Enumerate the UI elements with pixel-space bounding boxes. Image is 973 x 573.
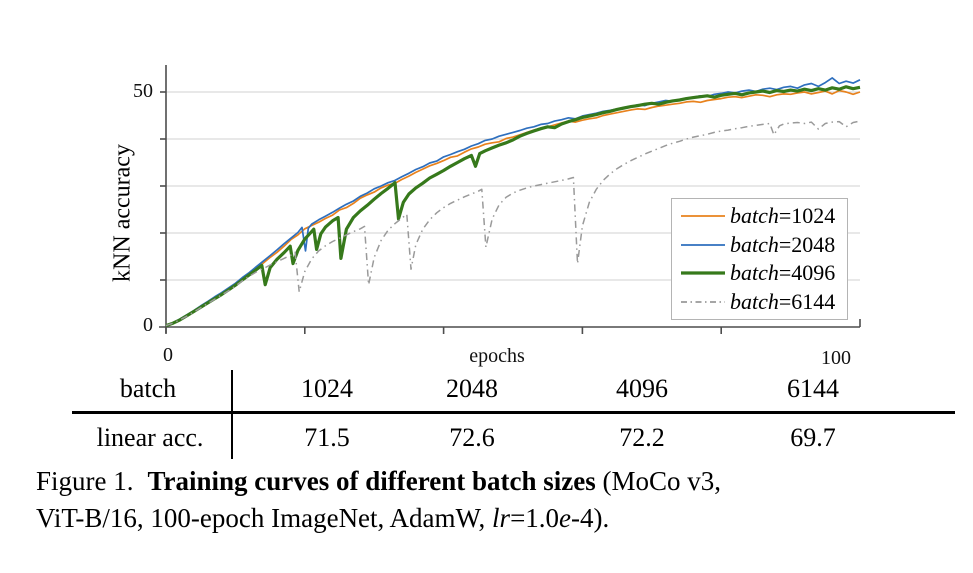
legend-label-val: =4096 [778,260,836,286]
caption-figure-number: Figure 1. [36,466,134,496]
x-tick-label-100: 100 [821,347,851,369]
legend-item-batch-6144: batch =6144 [679,288,845,316]
legend-label-var: batch [730,288,779,314]
table-rule-horizontal [72,411,955,414]
table-col-1024: 1024 [301,374,353,403]
table-col-6144: 6144 [787,374,839,403]
legend-label-val: =2048 [778,231,836,257]
legend-line-batch-2048-icon [681,243,725,246]
caption-tail: -4). [571,503,610,533]
table-row-label: linear acc. [96,423,204,452]
legend-label-var: batch [730,203,779,229]
y-axis-label: kNN accuracy [109,144,136,282]
training-curves-plot [159,65,861,334]
legend-label-val: =1024 [778,203,836,229]
legend-label-var: batch [730,231,779,257]
legend-item-batch-1024: batch =1024 [679,202,845,230]
table-rule-vertical [231,370,233,459]
table-col-4096: 4096 [616,374,668,403]
table-val-2048: 72.6 [449,423,495,452]
figure-caption: Figure 1. Training curves of different ba… [36,463,951,537]
y-tick-label-0: 0 [143,314,153,336]
legend-line-batch-6144-icon [681,300,725,303]
legend-item-batch-4096: batch =4096 [679,259,845,287]
table-col-2048: 2048 [446,374,498,403]
legend-label-var: batch [730,260,779,286]
y-tick-label-50: 50 [133,80,153,102]
caption-e-symbol: e [559,503,572,533]
caption-settings: ViT-B/16, 100-epoch ImageNet, AdamW, [36,503,486,533]
table-val-4096: 72.2 [619,423,665,452]
table-header-label: batch [119,374,177,403]
legend-line-batch-1024-icon [681,215,725,218]
caption-rest: (MoCo v3, [602,466,721,496]
caption-line-1: Figure 1. Training curves of different ba… [36,463,951,500]
legend-line-batch-4096-icon [681,271,725,275]
caption-title-bold: Training curves of different batch sizes [147,466,596,496]
legend-label-val: =6144 [778,288,836,314]
caption-lr-symbol: lr [492,503,511,533]
chart-legend: batch =1024 batch =2048 batch =4096 batch =6… [671,198,848,320]
x-axis-label: epochs [469,345,525,367]
caption-lr-eq: =1.0 [510,503,560,533]
table-val-6144: 69.7 [790,423,836,452]
caption-line-2: ViT-B/16, 100-epoch ImageNet, AdamW, lr=… [36,500,951,537]
legend-item-batch-2048: batch =2048 [679,231,845,259]
table-val-1024: 71.5 [304,423,350,452]
x-tick-label-0: 0 [163,344,173,366]
